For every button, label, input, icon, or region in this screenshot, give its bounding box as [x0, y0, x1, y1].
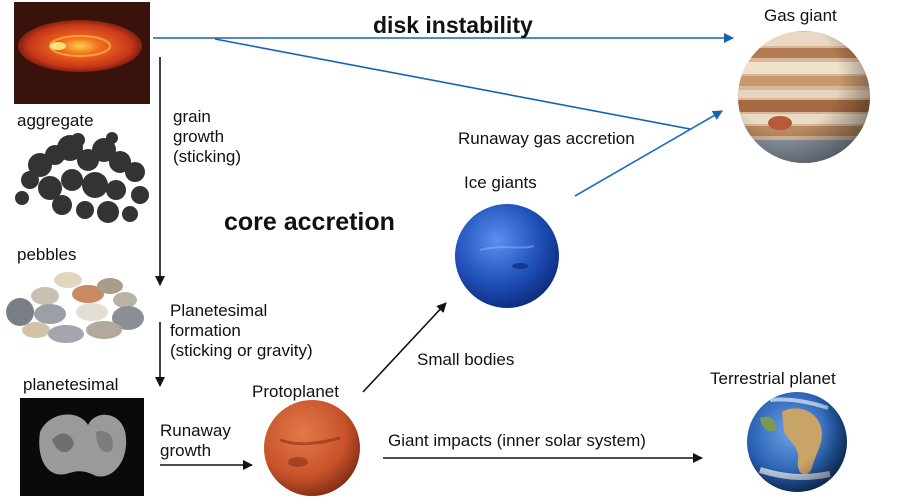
aggregate-image [15, 132, 149, 223]
aggregate-label: aggregate [17, 111, 94, 130]
pebbles-label: pebbles [17, 245, 77, 264]
runaway-growth-label: Runaway growth [160, 421, 231, 460]
giant-impacts-label: Giant impacts (inner solar system) [388, 431, 646, 450]
gas-giant-image [738, 31, 870, 163]
small-bodies-arrow [362, 302, 447, 393]
gas-giant-label: Gas giant [764, 6, 837, 25]
core-accretion-title: core accretion [224, 208, 395, 236]
ice-giant-image [455, 204, 559, 308]
disk-instability-title: disk instability [373, 12, 533, 38]
planetesimal-image [20, 398, 144, 496]
protoplanet-image [264, 400, 360, 496]
planetesimal-label: planetesimal [23, 375, 119, 394]
protoplanet-label: Protoplanet [252, 382, 339, 401]
disk-instability-branch-line [214, 38, 691, 130]
terrestrial-planet-label: Terrestrial planet [710, 369, 836, 388]
grain-growth-label: grain growth (sticking) [173, 107, 242, 166]
runaway-gas-accretion-label: Runaway gas accretion [458, 129, 635, 148]
ice-giants-label: Ice giants [464, 173, 537, 192]
protoplanetary-disk-image [14, 2, 150, 104]
small-bodies-label: Small bodies [417, 350, 515, 369]
terrestrial-planet-image [747, 392, 847, 492]
runaway-gas-accretion-arrow [574, 110, 723, 197]
pebbles-image [6, 272, 144, 343]
planetesimal-formation-label: Planetesimal formation (sticking or grav… [170, 301, 313, 360]
